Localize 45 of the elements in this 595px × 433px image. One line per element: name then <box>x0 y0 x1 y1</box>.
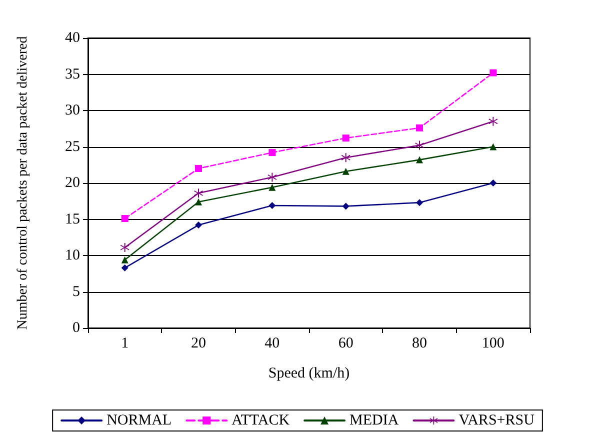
point <box>490 143 497 150</box>
point <box>490 69 497 76</box>
x-tick-label: 60 <box>338 336 354 352</box>
point <box>195 222 202 229</box>
y-tick-label: 5 <box>72 284 80 300</box>
point <box>194 188 203 198</box>
y-tick-label: 25 <box>65 138 80 155</box>
y-tick-label: 35 <box>65 66 80 82</box>
y-tick-label: 40 <box>65 30 80 46</box>
point <box>416 156 423 164</box>
y-tick-label: 10 <box>65 248 80 264</box>
y-axis-title: Number of control packets per data packet delivered <box>16 36 30 330</box>
y-tick-label: 30 <box>65 102 80 118</box>
point <box>268 184 276 191</box>
point <box>490 180 497 186</box>
legend-label: MEDIA <box>350 412 399 428</box>
point <box>268 202 276 209</box>
point <box>488 116 498 126</box>
y-tick-label: 20 <box>65 175 80 191</box>
x-tick-label: 100 <box>482 336 504 352</box>
point <box>342 168 350 175</box>
x-tick-label: 20 <box>191 336 206 352</box>
point <box>121 256 128 264</box>
point <box>121 215 128 222</box>
point <box>120 243 130 252</box>
y-tick-label: 0 <box>72 320 80 336</box>
point <box>342 202 350 210</box>
point <box>342 134 350 142</box>
point <box>341 153 350 162</box>
point <box>415 140 424 150</box>
point <box>416 124 423 132</box>
point <box>268 149 276 156</box>
point <box>268 172 277 182</box>
point <box>416 199 423 206</box>
legend-label: NORMAL <box>106 412 172 428</box>
point <box>195 165 202 172</box>
x-tick-label: 1 <box>121 336 129 352</box>
legend-label: VARS+RSU <box>458 412 535 428</box>
y-tick-label: 15 <box>65 211 80 228</box>
legend-label: ATTACK <box>232 412 290 428</box>
x-axis-title: Speed (km/h) <box>268 366 350 382</box>
x-tick-label: 80 <box>412 336 427 352</box>
point <box>121 264 128 272</box>
point <box>195 198 202 206</box>
x-tick-label: 40 <box>264 336 280 352</box>
